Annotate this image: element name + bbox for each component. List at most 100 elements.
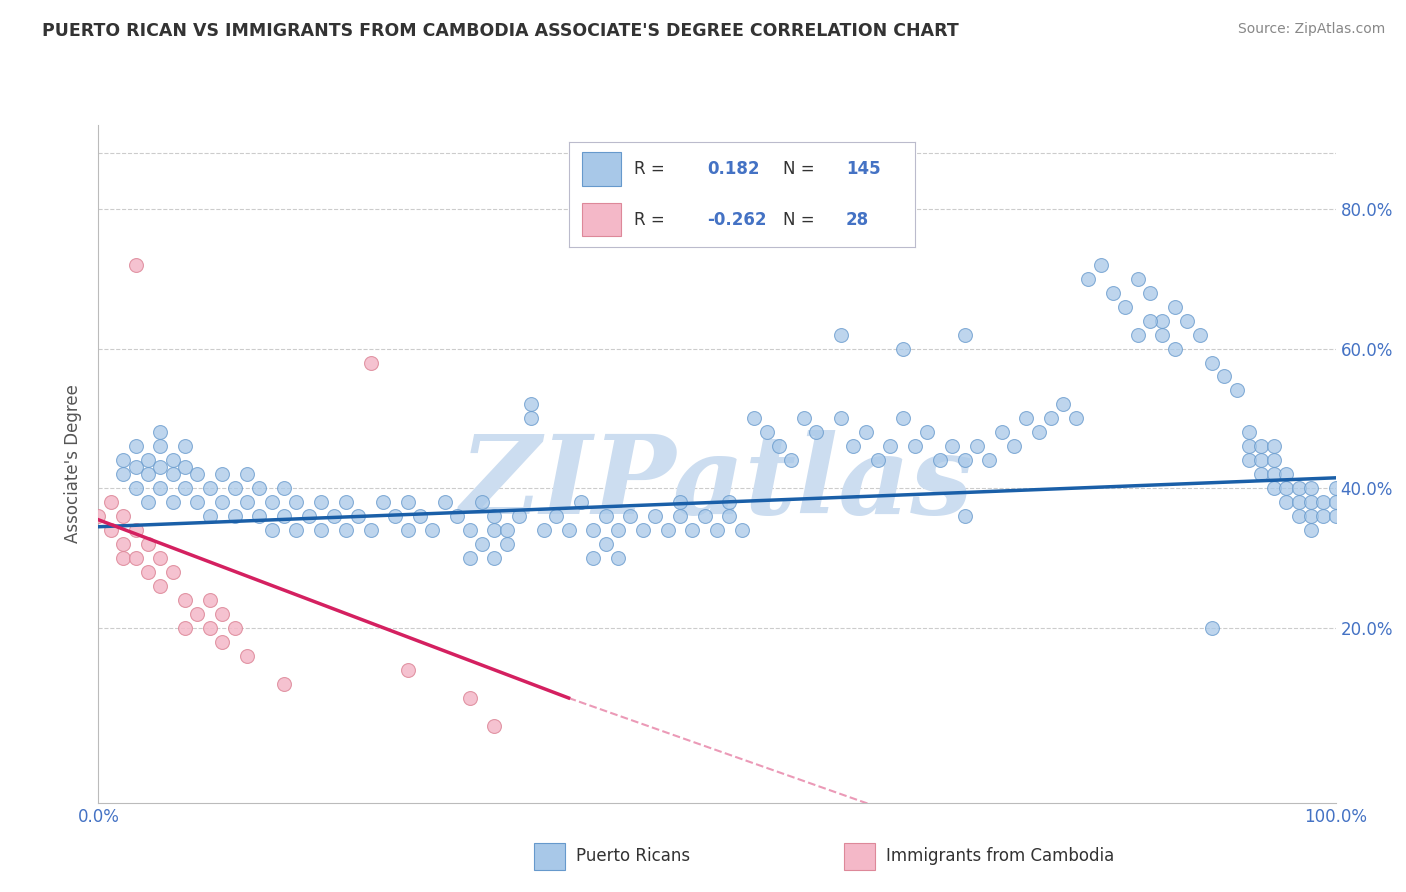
Point <box>309 523 332 537</box>
Point <box>644 509 666 524</box>
Point <box>174 439 197 453</box>
Point <box>1114 300 1136 314</box>
Point <box>557 523 579 537</box>
Point <box>941 439 963 453</box>
Point <box>174 460 197 475</box>
Point <box>458 551 481 566</box>
Point <box>112 453 135 467</box>
Point <box>149 579 172 593</box>
Point <box>804 425 827 440</box>
Point <box>891 411 914 425</box>
Point <box>236 495 259 509</box>
Point <box>582 551 605 566</box>
Point <box>124 551 146 566</box>
Point <box>793 411 815 425</box>
Point <box>631 523 654 537</box>
Point <box>309 495 332 509</box>
Text: Source: ZipAtlas.com: Source: ZipAtlas.com <box>1237 22 1385 37</box>
Point <box>1324 481 1347 495</box>
Point <box>582 523 605 537</box>
Point <box>669 509 692 524</box>
Point <box>224 621 246 635</box>
Point <box>706 523 728 537</box>
Point <box>322 509 344 524</box>
Point <box>162 453 184 467</box>
Point <box>1250 467 1272 482</box>
Point <box>718 509 741 524</box>
Point <box>273 509 295 524</box>
Point <box>879 439 901 453</box>
Point <box>422 523 444 537</box>
Point <box>1275 495 1298 509</box>
Point <box>162 467 184 482</box>
Point <box>484 719 506 733</box>
Point <box>260 495 283 509</box>
Point <box>124 481 146 495</box>
Point <box>124 439 146 453</box>
Point <box>1201 355 1223 369</box>
Point <box>1126 271 1149 285</box>
Point <box>546 509 568 524</box>
Point <box>1275 481 1298 495</box>
Point <box>693 509 716 524</box>
Point <box>186 467 208 482</box>
Point <box>1275 467 1298 482</box>
Point <box>891 342 914 356</box>
Point <box>174 593 197 607</box>
Point <box>211 635 233 649</box>
Point <box>136 495 159 509</box>
Point <box>360 355 382 369</box>
Point <box>186 495 208 509</box>
Point <box>1263 439 1285 453</box>
Point <box>211 467 233 482</box>
Point <box>484 551 506 566</box>
Point <box>198 509 221 524</box>
Point <box>1052 397 1074 411</box>
Point <box>1237 439 1260 453</box>
Point <box>1324 509 1347 524</box>
Point <box>446 509 468 524</box>
Point <box>842 439 865 453</box>
Point <box>112 537 135 551</box>
Point <box>1077 271 1099 285</box>
Point <box>1263 481 1285 495</box>
Point <box>149 460 172 475</box>
Point <box>471 537 494 551</box>
Point <box>87 509 110 524</box>
Point <box>1164 300 1187 314</box>
Point <box>236 648 259 663</box>
Point <box>149 481 172 495</box>
Point <box>1213 369 1236 384</box>
Point <box>1299 523 1322 537</box>
Point <box>595 537 617 551</box>
Point <box>198 621 221 635</box>
Point <box>100 523 122 537</box>
Point <box>471 495 494 509</box>
Point <box>149 425 172 440</box>
Point <box>347 509 370 524</box>
Point <box>149 551 172 566</box>
Point <box>1102 285 1125 300</box>
Point <box>162 495 184 509</box>
Point <box>186 607 208 621</box>
Point <box>384 509 406 524</box>
Text: Puerto Ricans: Puerto Ricans <box>576 847 690 865</box>
Point <box>273 481 295 495</box>
Point <box>335 523 357 537</box>
Point <box>260 523 283 537</box>
Point <box>718 495 741 509</box>
Point <box>520 397 543 411</box>
Point <box>1288 509 1310 524</box>
Point <box>136 537 159 551</box>
Point <box>953 509 976 524</box>
Point <box>247 481 270 495</box>
Point <box>495 537 517 551</box>
Point <box>1188 327 1211 342</box>
Point <box>458 690 481 705</box>
Point <box>198 481 221 495</box>
Point <box>979 453 1001 467</box>
Point <box>495 523 517 537</box>
Point <box>780 453 803 467</box>
Point <box>595 509 617 524</box>
Point <box>396 523 419 537</box>
